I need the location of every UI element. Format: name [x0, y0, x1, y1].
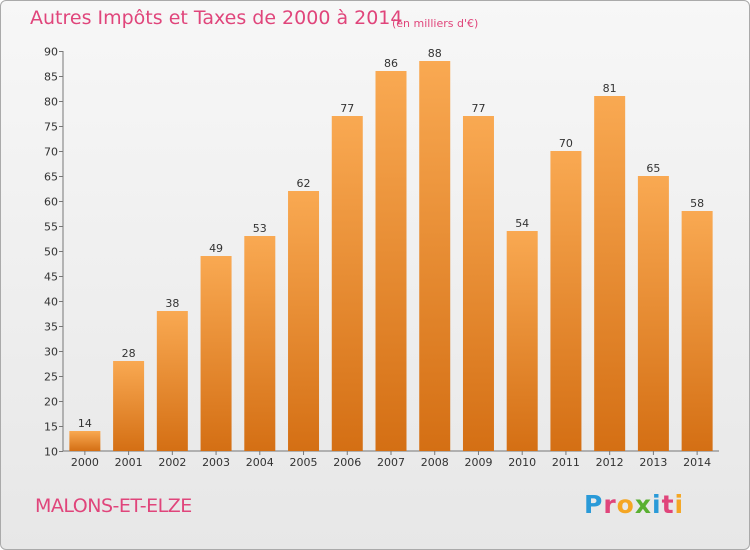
x-tick-label: 2007: [377, 456, 405, 469]
bar-value-label: 70: [559, 137, 573, 150]
x-tick-label: 2004: [246, 456, 274, 469]
bar-value-label: 54: [515, 217, 529, 230]
y-tick-label: 20: [44, 396, 58, 409]
bar: [156, 311, 188, 451]
bar: [506, 231, 538, 451]
x-tick-label: 2006: [333, 456, 361, 469]
y-tick-label: 65: [44, 171, 58, 184]
logo-letter: o: [616, 490, 635, 519]
bar: [462, 116, 494, 451]
bar-value-label: 88: [428, 47, 442, 60]
bar: [681, 211, 713, 451]
y-tick-label: 35: [44, 321, 58, 334]
y-tick-label: 85: [44, 71, 58, 84]
logo-letter: i: [674, 490, 685, 519]
y-tick-label: 45: [44, 271, 58, 284]
bar: [594, 96, 626, 451]
bar-value-label: 53: [253, 222, 267, 235]
y-tick-label: 55: [44, 221, 58, 234]
y-tick-label: 75: [44, 121, 58, 134]
x-tick-label: 2001: [115, 456, 143, 469]
chart-unit: (en milliers d'€): [392, 17, 479, 30]
bar-value-label: 86: [384, 57, 398, 70]
bar-value-label: 28: [122, 347, 136, 360]
x-tick-label: 2008: [421, 456, 449, 469]
x-tick-label: 2000: [71, 456, 99, 469]
x-tick-label: 2010: [508, 456, 536, 469]
bar: [375, 71, 407, 451]
x-tick-label: 2005: [290, 456, 318, 469]
bar-value-label: 14: [78, 417, 92, 430]
y-tick-label: 70: [44, 146, 58, 159]
bar-value-label: 62: [297, 177, 311, 190]
logo-letter: r: [603, 490, 617, 519]
x-tick-label: 2009: [464, 456, 492, 469]
bar: [113, 361, 145, 451]
proxiti-logo[interactable]: Proxiti: [584, 490, 684, 519]
commune-name: MALONS-ET-ELZE: [35, 495, 192, 517]
bar: [331, 116, 363, 451]
bar-value-label: 77: [340, 102, 354, 115]
x-tick-label: 2012: [596, 456, 624, 469]
y-tick-label: 60: [44, 196, 58, 209]
bar-value-label: 65: [646, 162, 660, 175]
y-tick-label: 25: [44, 371, 58, 384]
y-tick-label: 10: [44, 446, 58, 459]
logo-letter: x: [634, 490, 652, 519]
bar: [200, 256, 232, 451]
x-tick-label: 2014: [683, 456, 711, 469]
bar-value-label: 49: [209, 242, 223, 255]
x-tick-label: 2003: [202, 456, 230, 469]
bar: [550, 151, 582, 451]
bar: [419, 61, 451, 451]
x-tick-label: 2002: [158, 456, 186, 469]
logo-letter: t: [661, 490, 675, 519]
bar-value-label: 77: [471, 102, 485, 115]
bar: [637, 176, 669, 451]
y-tick-label: 30: [44, 346, 58, 359]
bar-value-label: 38: [165, 297, 179, 310]
x-tick-label: 2011: [552, 456, 580, 469]
x-tick-label: 2013: [639, 456, 667, 469]
y-tick-label: 15: [44, 421, 58, 434]
y-tick-label: 50: [44, 246, 58, 259]
chart-title: Autres Impôts et Taxes de 2000 à 2014: [30, 7, 403, 29]
y-tick-label: 40: [44, 296, 58, 309]
bar: [244, 236, 276, 451]
logo-letter: i: [652, 490, 662, 519]
bar-value-label: 81: [603, 82, 617, 95]
y-tick-label: 90: [44, 46, 58, 59]
bar-value-label: 58: [690, 197, 704, 210]
bar: [288, 191, 320, 451]
logo-letter: P: [584, 490, 604, 519]
bar: [69, 431, 101, 451]
y-tick-label: 80: [44, 96, 58, 109]
